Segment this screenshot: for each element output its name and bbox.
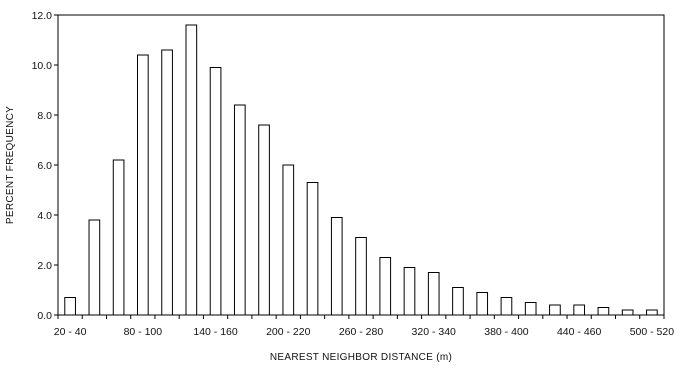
bar-440-460 bbox=[573, 304, 586, 316]
bar-480-500 bbox=[621, 309, 634, 316]
bar-320-340 bbox=[427, 272, 440, 316]
bar-80-100 bbox=[137, 54, 149, 316]
bar-300-320 bbox=[403, 267, 416, 316]
bar-460-480 bbox=[597, 307, 610, 316]
bar-400-420 bbox=[524, 302, 537, 316]
x-tick-label: 20 - 40 bbox=[54, 326, 87, 338]
bar-380-400 bbox=[500, 297, 513, 316]
bar-140-160 bbox=[209, 67, 222, 316]
y-tick-label: 8.0 bbox=[37, 110, 52, 122]
bar-260-280 bbox=[355, 237, 367, 316]
bar-20-40 bbox=[64, 297, 76, 316]
bar-200-220 bbox=[282, 164, 295, 316]
bar-420-440 bbox=[549, 304, 561, 316]
bar-220-240 bbox=[306, 182, 319, 316]
x-axis-title: NEAREST NEIGHBOR DISTANCE (m) bbox=[270, 352, 452, 363]
y-tick-label: 6.0 bbox=[37, 160, 52, 172]
bar-160-180 bbox=[233, 104, 246, 316]
y-tick-label: 12.0 bbox=[32, 10, 53, 22]
bar-40-60 bbox=[88, 219, 101, 316]
bar-240-260 bbox=[330, 217, 343, 316]
y-axis: 0.0 2.0 4.0 6.0 8.0 10.0 12.0 bbox=[32, 10, 58, 322]
x-tick-label: 200 - 220 bbox=[266, 326, 311, 338]
bar-360-380 bbox=[476, 292, 489, 316]
x-tick-label: 260 - 280 bbox=[339, 326, 384, 338]
y-tick-label: 4.0 bbox=[37, 210, 52, 222]
bar-340-360 bbox=[452, 287, 464, 316]
x-tick-label: 500 - 520 bbox=[630, 326, 675, 338]
y-tick-label: 0.0 bbox=[37, 310, 52, 322]
x-axis: 20 - 40 80 - 100 140 - 160 200 - 220 260 - 2… bbox=[54, 315, 674, 338]
bar-60-80 bbox=[112, 159, 125, 316]
x-tick-label: 320 - 340 bbox=[412, 326, 457, 338]
bar-100-120 bbox=[161, 49, 173, 316]
x-tick-label: 80 - 100 bbox=[124, 326, 163, 338]
bar-280-300 bbox=[379, 257, 392, 316]
x-tick-label: 380 - 400 bbox=[484, 326, 529, 338]
x-tick-label: 140 - 160 bbox=[193, 326, 238, 338]
y-axis-title: PERCENT FREQUENCY bbox=[5, 106, 16, 224]
bar-500-520 bbox=[646, 309, 658, 316]
y-tick-label: 2.0 bbox=[37, 260, 52, 272]
bars-group bbox=[64, 24, 658, 316]
bar-120-140 bbox=[185, 24, 198, 316]
bar-180-200 bbox=[258, 124, 270, 316]
x-tick-label: 440 - 460 bbox=[557, 326, 602, 338]
y-tick-label: 10.0 bbox=[32, 60, 53, 72]
